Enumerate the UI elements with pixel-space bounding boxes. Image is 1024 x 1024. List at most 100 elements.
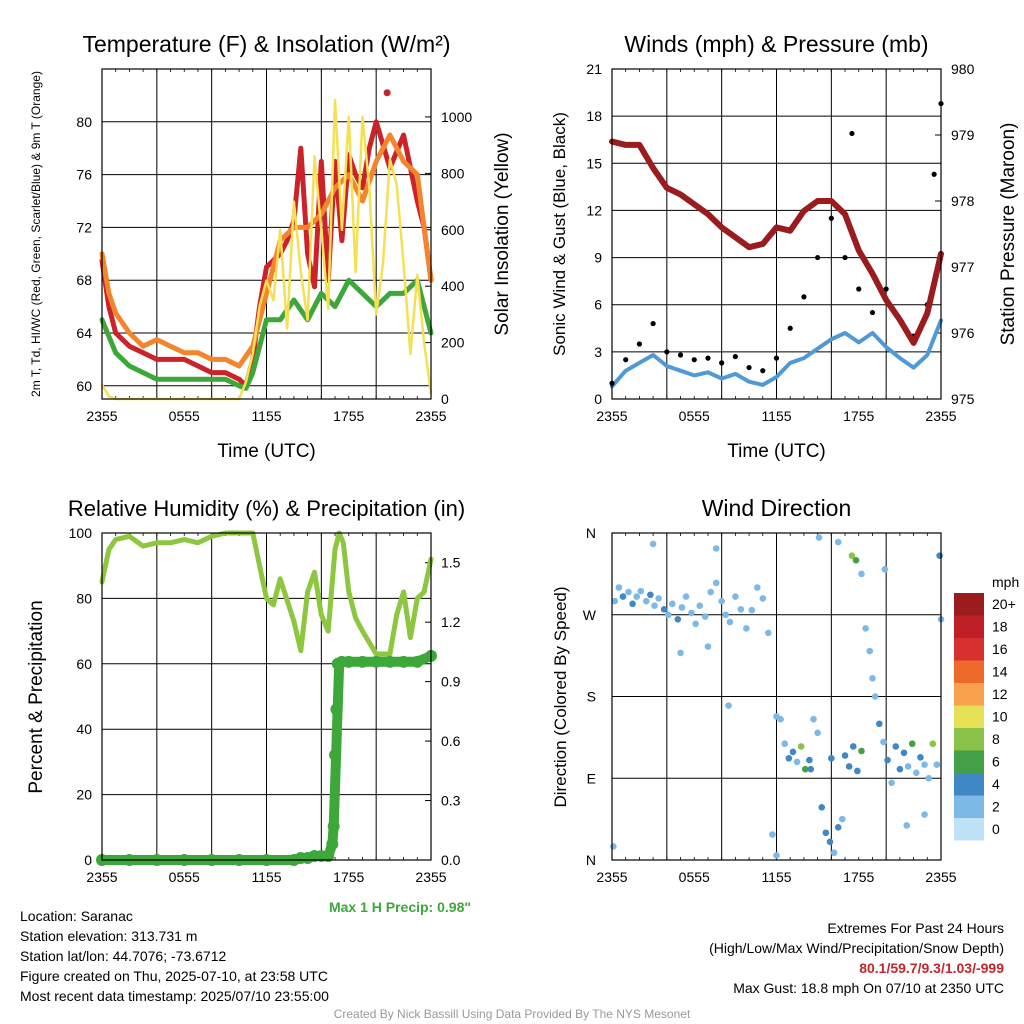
- direction-point: [933, 761, 941, 768]
- direction-point: [793, 758, 801, 766]
- legend-swatch: [954, 705, 984, 728]
- direction-point: [880, 738, 887, 746]
- direction-point: [807, 765, 815, 773]
- direction-point: [866, 647, 874, 655]
- x-tick-label: 1155: [761, 408, 791, 424]
- direction-point: [677, 649, 684, 657]
- y-tick-label: 18: [586, 108, 602, 124]
- direction-point: [858, 747, 865, 755]
- y-tick-label: 40: [76, 721, 92, 737]
- gust-point: [650, 320, 656, 327]
- y-right-tick-label: 0.3: [441, 793, 461, 809]
- gust-point: [664, 349, 670, 355]
- y-tick-label: 64: [76, 325, 92, 341]
- legend-label: 14: [992, 664, 1008, 680]
- direction-point: [925, 774, 932, 782]
- legend-swatch: [954, 683, 984, 706]
- gust-point: [849, 130, 855, 137]
- direction-point: [712, 545, 720, 552]
- gust-point: [760, 368, 766, 374]
- direction-point: [704, 643, 712, 650]
- plot-frame: [101, 532, 432, 861]
- direction-point: [647, 591, 654, 599]
- y-tick-label: 15: [586, 155, 602, 171]
- direction-point: [834, 824, 842, 831]
- gust-point: [636, 341, 643, 347]
- y-right-tick-label: 1000: [441, 109, 472, 125]
- direction-point: [678, 604, 686, 611]
- direction-point: [682, 593, 690, 600]
- direction-point: [726, 618, 734, 626]
- direction-point: [696, 602, 704, 609]
- direction-point: [903, 822, 911, 829]
- legend-swatch: [954, 818, 984, 841]
- y-tick-label: N: [586, 525, 596, 541]
- legend-label: 0: [992, 821, 1000, 837]
- direction-point: [629, 600, 636, 608]
- x-tick-label: 2355: [596, 869, 627, 885]
- y-tick-label: 9: [594, 250, 602, 266]
- direction-point: [688, 609, 695, 617]
- direction-point: [881, 566, 889, 573]
- max-gust-text: Max Gust: 18.8 mph On 07/10 at 2350 UTC: [733, 980, 1004, 996]
- y-tick-label: 80: [76, 590, 92, 606]
- y-axis-label-left: 2m T, Td, HI/WC (Red, Green, Scarlet/Blu…: [29, 71, 43, 397]
- x-tick-label: 0555: [169, 408, 200, 424]
- direction-point: [892, 743, 900, 750]
- direction-point: [725, 702, 732, 709]
- station-info: Location: Saranac Station elevation: 313…: [20, 906, 329, 1006]
- legend-label: 18: [992, 619, 1008, 635]
- chart-title: Relative Humidity (%) & Precipitation (i…: [68, 496, 465, 521]
- legend-swatch: [954, 773, 984, 796]
- speed-legend: mph 20+ 18 16 14 12 10 8 6 4 2 0: [954, 574, 1019, 841]
- direction-point: [737, 606, 745, 613]
- y-right-tick-label: 800: [441, 165, 465, 181]
- x-tick-label: 1755: [843, 408, 874, 424]
- x-tick-label: 1755: [333, 869, 364, 885]
- direction-point: [913, 769, 920, 777]
- gust-point: [801, 294, 807, 300]
- y-axis-label-right: Station Pressure (Maroon): [998, 123, 1019, 346]
- direction-point: [830, 849, 838, 857]
- y-tick-label: 20: [76, 787, 92, 803]
- location-text: Location: Saranac: [20, 908, 133, 924]
- elevation-text: Station elevation: 313.731 m: [20, 928, 198, 944]
- direction-point: [674, 615, 682, 623]
- direction-point: [722, 611, 730, 619]
- y-tick-label: 60: [76, 378, 92, 394]
- panel-wind-direction: 2355 0555 1155 1755 2355 Wind Direction N E S W N D…: [551, 495, 1019, 885]
- y-right-tick-label: 975: [951, 391, 975, 407]
- x-tick-label: 2355: [415, 869, 446, 885]
- x-tick-label: 2355: [925, 408, 956, 424]
- gust-point: [842, 254, 848, 261]
- direction-point: [862, 625, 869, 632]
- legend-label: 8: [992, 731, 1000, 747]
- gust-point: [869, 309, 876, 316]
- gust-point: [705, 355, 711, 361]
- y-right-tick-label: 1.2: [441, 614, 461, 630]
- gust-point: [815, 254, 821, 261]
- series-precip: [97, 651, 435, 865]
- direction-point: [769, 831, 776, 838]
- direction-point: [637, 587, 645, 595]
- direction-point: [896, 765, 904, 773]
- direction-point: [664, 611, 672, 619]
- y-tick-label: 76: [76, 167, 92, 183]
- gust-point: [719, 360, 725, 366]
- direction-point: [781, 740, 789, 748]
- plot-frame: [611, 68, 942, 400]
- legend-label: 10: [992, 709, 1008, 725]
- direction-point: [718, 597, 725, 605]
- direction-point: [797, 743, 805, 750]
- x-tick-label: 0555: [679, 869, 710, 885]
- legend-swatch: [954, 593, 984, 616]
- direction-point: [732, 593, 739, 600]
- x-tick-label: 1155: [251, 869, 281, 885]
- y-axis-label-left: Sonic Wind & Gust (Blue, Black): [550, 112, 569, 356]
- legend-swatch: [954, 638, 984, 661]
- x-tick-label: 0555: [169, 869, 200, 885]
- y-right-tick-label: 976: [951, 325, 975, 341]
- direction-point: [633, 593, 640, 600]
- direction-point: [854, 767, 861, 775]
